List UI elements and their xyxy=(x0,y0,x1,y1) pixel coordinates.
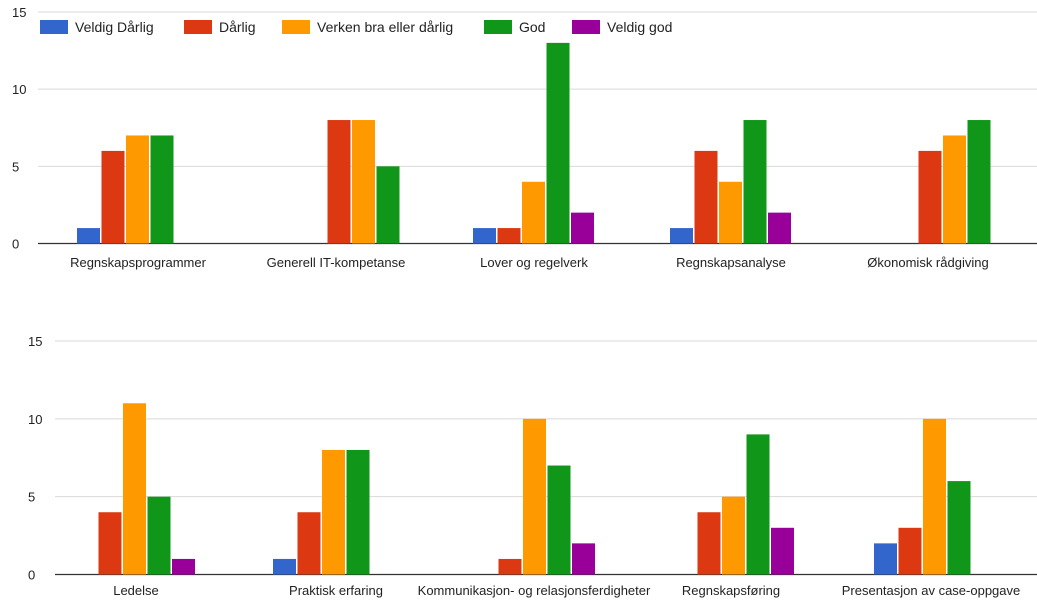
bar-darlig-lover-og-regelverk xyxy=(497,228,521,244)
y-tick-label: 5 xyxy=(12,159,19,174)
bar-verken-bra-eller-darlig-kommunikasjon-og-relasjonsferdigheter xyxy=(523,418,546,575)
chart-bottom: 0 5 10 15 Ledelse Praktisk erfaring Kommunikas… xyxy=(28,334,1037,598)
bar-veldig-darlig-regnskapsprogrammer xyxy=(77,228,100,244)
bar-darlig-presentasjon-av-case-oppgave xyxy=(898,527,922,575)
bar-darlig-regnskapsforing xyxy=(697,512,721,575)
bar-verken-bra-eller-darlig-praktisk-erfaring xyxy=(322,449,345,575)
bar-verken-bra-eller-darlig-presentasjon-av-case-oppgave xyxy=(923,418,946,575)
bar-veldig-god-regnskapsanalyse xyxy=(768,212,791,244)
bar-darlig-regnskapsanalyse xyxy=(694,150,718,244)
category-label: Regnskapsanalyse xyxy=(676,255,786,270)
legend-item-god: God xyxy=(484,19,545,35)
legend-label: Verken bra eller dårlig xyxy=(317,19,453,35)
bar-god-lover-og-regelverk xyxy=(546,42,570,244)
bar-verken-bra-eller-darlig-regnskapsforing xyxy=(722,496,745,575)
bar-darlig-regnskapsprogrammer xyxy=(101,150,125,244)
bar-darlig-ledelse xyxy=(98,512,122,575)
y-tick-label: 15 xyxy=(28,334,42,349)
category-label: Ledelse xyxy=(113,583,159,598)
bar-veldig-god-ledelse xyxy=(172,558,195,575)
bar-veldig-god-kommunikasjon-og-relasjonsferdigheter xyxy=(572,543,595,575)
bar-verken-bra-eller-darlig-okonomisk-radgiving xyxy=(943,135,966,244)
legend-item-verken-bra-eller-darlig: Verken bra eller dårlig xyxy=(282,19,453,35)
bar-god-ledelse xyxy=(147,496,171,575)
legend-label: Dårlig xyxy=(219,19,256,35)
bar-darlig-generell-it-kompetanse xyxy=(327,120,351,244)
legend-swatch xyxy=(40,20,68,34)
bar-darlig-okonomisk-radgiving xyxy=(918,150,942,244)
legend-swatch xyxy=(282,20,310,34)
bar-god-generell-it-kompetanse xyxy=(376,166,400,244)
bar-veldig-darlig-presentasjon-av-case-oppgave xyxy=(874,543,897,575)
bar-veldig-darlig-praktisk-erfaring xyxy=(273,558,296,575)
legend-swatch xyxy=(184,20,212,34)
chart-top: 0 5 10 15 Regnskapsprogrammer Generell IT-kom… xyxy=(12,5,1037,270)
bar-veldig-god-regnskapsforing xyxy=(771,527,794,575)
bar-verken-bra-eller-darlig-ledelse xyxy=(123,403,146,575)
y-tick-label: 10 xyxy=(28,412,42,427)
bar-verken-bra-eller-darlig-generell-it-kompetanse xyxy=(352,120,375,244)
legend-label: Veldig Dårlig xyxy=(75,19,154,35)
bar-verken-bra-eller-darlig-regnskapsanalyse xyxy=(719,181,742,244)
legend-label: God xyxy=(519,19,545,35)
category-label: Regnskapsprogrammer xyxy=(70,255,207,270)
category-label: Økonomisk rådgiving xyxy=(867,255,988,270)
category-label: Regnskapsføring xyxy=(682,583,780,598)
bar-darlig-kommunikasjon-og-relasjonsferdigheter xyxy=(498,558,522,575)
bar-verken-bra-eller-darlig-regnskapsprogrammer xyxy=(126,135,149,244)
legend: Veldig Dårlig Dårlig Verken bra eller dårl… xyxy=(40,19,672,35)
legend-label: Veldig god xyxy=(607,19,672,35)
legend-item-veldig-god: Veldig god xyxy=(572,19,672,35)
bar-god-regnskapsforing xyxy=(746,434,770,575)
y-tick-label: 0 xyxy=(12,237,19,252)
bar-god-kommunikasjon-og-relasjonsferdigheter xyxy=(547,465,571,575)
bar-veldig-darlig-regnskapsanalyse xyxy=(670,228,693,244)
bar-god-regnskapsprogrammer xyxy=(150,135,174,244)
legend-swatch xyxy=(484,20,512,34)
legend-swatch xyxy=(572,20,600,34)
category-label: Praktisk erfaring xyxy=(289,583,383,598)
bar-god-praktisk-erfaring xyxy=(346,449,370,575)
y-tick-label: 5 xyxy=(28,490,35,505)
y-tick-label: 0 xyxy=(28,568,35,583)
legend-item-darlig: Dårlig xyxy=(184,19,256,35)
bar-darlig-praktisk-erfaring xyxy=(297,512,321,575)
y-tick-label: 15 xyxy=(12,5,26,20)
category-label: Kommunikasjon- og relasjonsferdigheter xyxy=(418,583,651,598)
bar-god-regnskapsanalyse xyxy=(743,120,767,244)
bar-god-presentasjon-av-case-oppgave xyxy=(947,481,971,575)
category-label: Generell IT-kompetanse xyxy=(267,255,406,270)
bar-veldig-god-lover-og-regelverk xyxy=(571,212,594,244)
bar-god-okonomisk-radgiving xyxy=(967,120,991,244)
category-label: Lover og regelverk xyxy=(480,255,588,270)
bar-veldig-darlig-lover-og-regelverk xyxy=(473,228,496,244)
y-tick-label: 10 xyxy=(12,82,26,97)
legend-item-veldig-darlig: Veldig Dårlig xyxy=(40,19,154,35)
bar-verken-bra-eller-darlig-lover-og-regelverk xyxy=(522,181,545,244)
category-label: Presentasjon av case-oppgave xyxy=(842,583,1021,598)
